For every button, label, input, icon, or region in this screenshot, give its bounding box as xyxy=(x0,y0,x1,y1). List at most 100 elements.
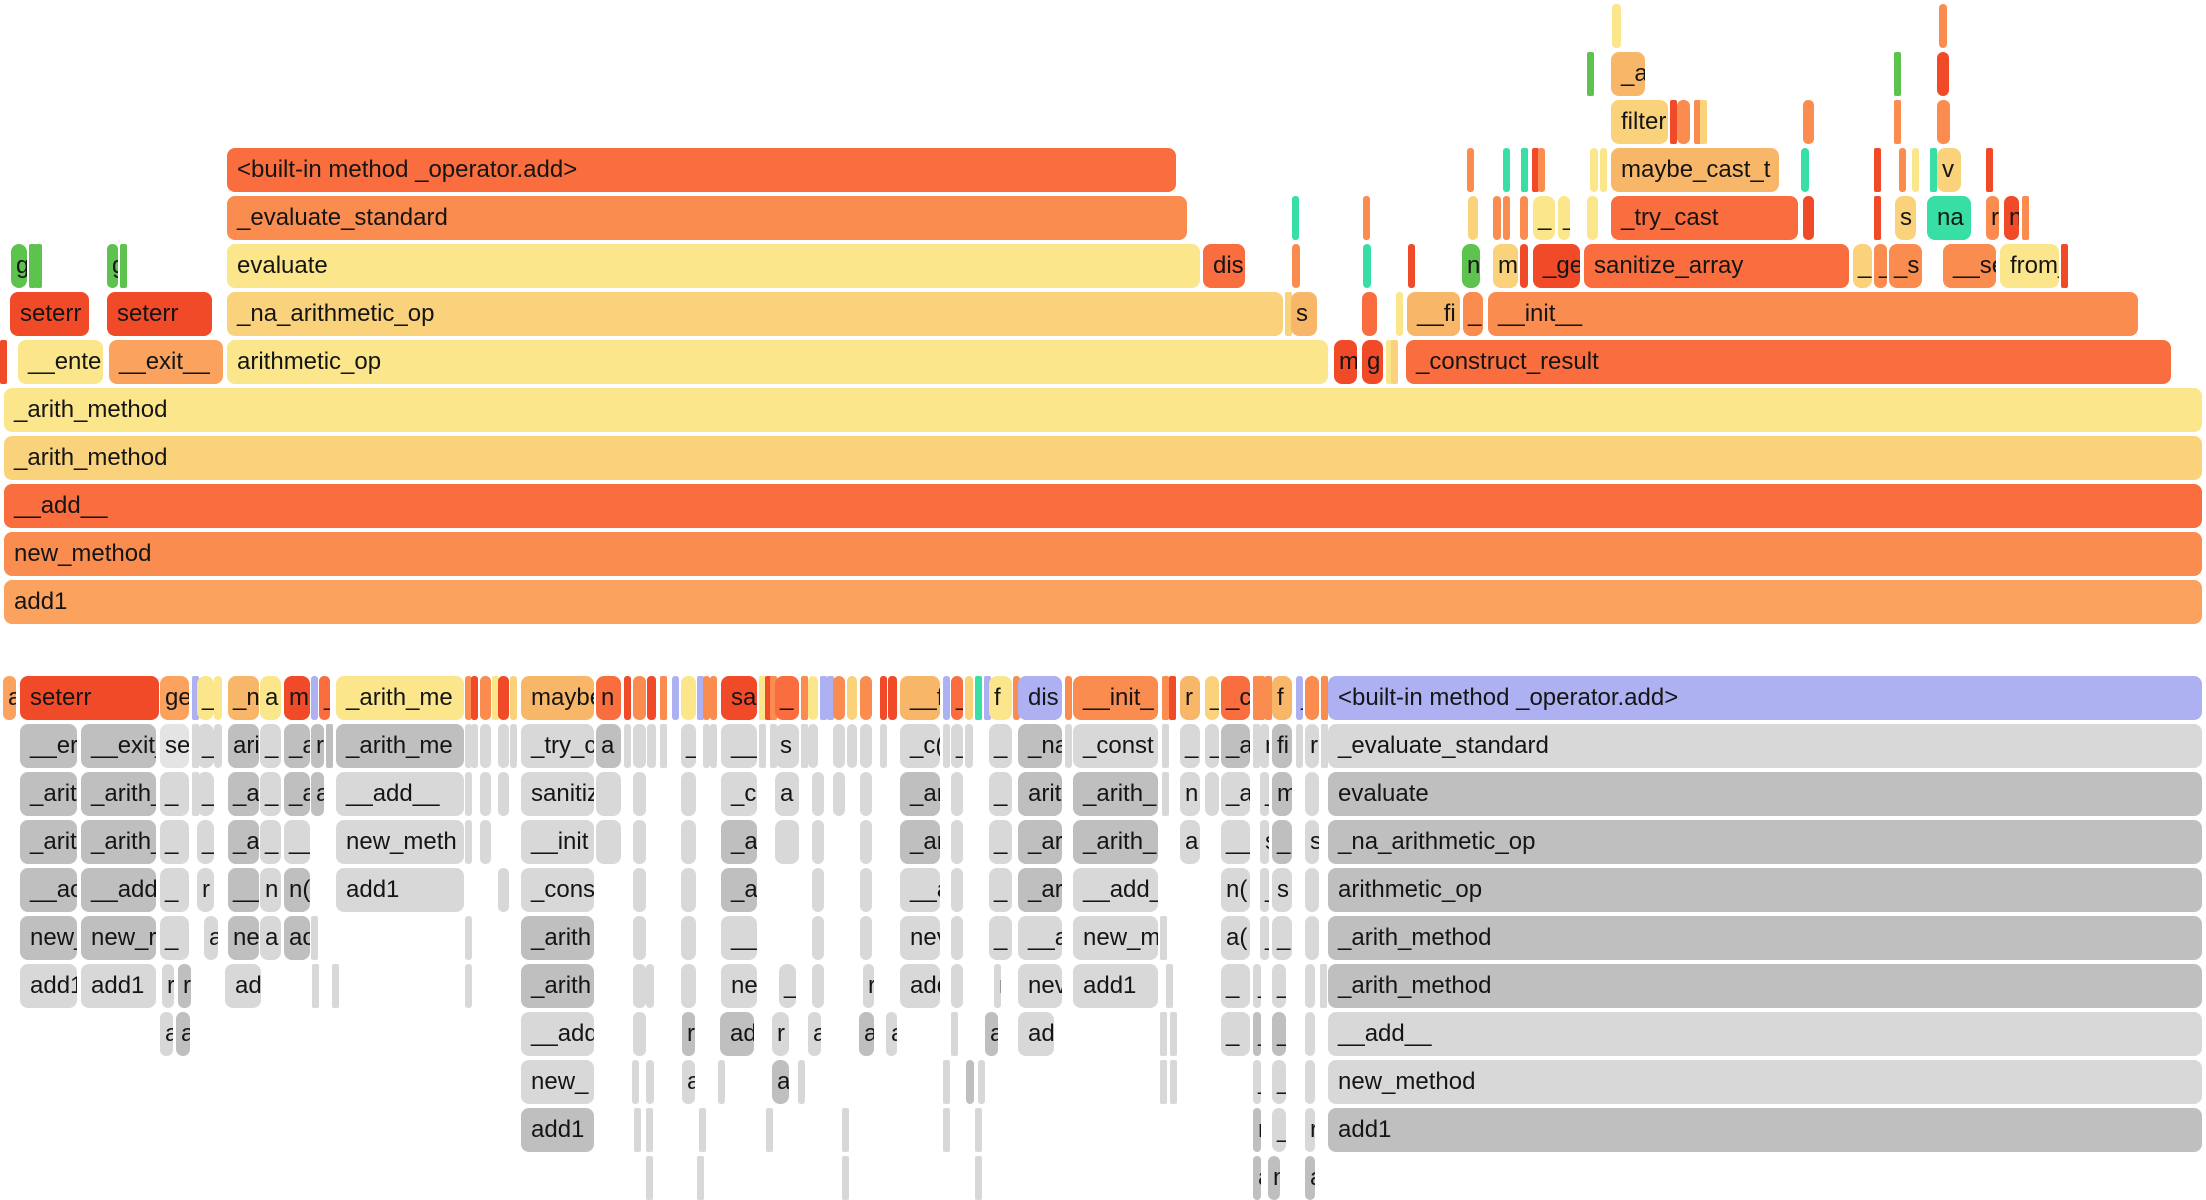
frame-ac[interactable]: ac xyxy=(284,916,310,960)
frame-sliver[interactable] xyxy=(498,676,509,720)
frame-sliver[interactable] xyxy=(943,1108,950,1152)
frame-sliver[interactable] xyxy=(660,676,667,720)
frame-sliver[interactable] xyxy=(1305,964,1315,1008)
frame-sliver[interactable] xyxy=(465,964,472,1008)
frame-sliver[interactable] xyxy=(681,820,696,864)
frame-arith[interactable]: _arith_ xyxy=(1073,820,1158,864)
frame-new-meth[interactable]: new_meth xyxy=(336,820,464,864)
frame-ar[interactable]: _ar xyxy=(1018,868,1062,912)
frame-sliver[interactable] xyxy=(465,676,472,720)
frame-sliver[interactable] xyxy=(808,724,818,768)
frame-sliver[interactable] xyxy=(943,1060,950,1104)
frame-a[interactable]: a xyxy=(1253,1156,1261,1200)
frame-sliver[interactable] xyxy=(1253,724,1260,768)
frame-sliver[interactable] xyxy=(1874,148,1881,192)
frame-na-arithmetic-op[interactable]: _na_arithmetic_op xyxy=(227,292,1283,336)
frame-[interactable]: _ xyxy=(197,676,214,720)
frame-[interactable]: _ xyxy=(1533,196,1555,240)
frame-[interactable]: _ xyxy=(160,820,189,864)
frame-[interactable]: _ xyxy=(197,772,214,816)
frame-sliver[interactable] xyxy=(1939,4,1947,48)
frame-seterr[interactable]: seterr xyxy=(20,676,159,720)
frame-sliver[interactable] xyxy=(1170,1012,1177,1056)
frame-sliver[interactable] xyxy=(192,676,199,720)
frame-arith-method[interactable]: _arith_method xyxy=(4,388,2202,432)
frame-[interactable]: _ xyxy=(1221,1012,1250,1056)
frame-s[interactable]: s xyxy=(1291,292,1317,336)
frame-sliver[interactable] xyxy=(1162,676,1169,720)
frame-sliver[interactable] xyxy=(759,724,766,768)
frame-sliver[interactable] xyxy=(498,868,509,912)
frame-add[interactable]: __add xyxy=(81,868,156,912)
frame-r[interactable]: r xyxy=(1305,1108,1315,1152)
frame-[interactable]: _ xyxy=(989,820,1012,864)
frame-m[interactable]: m xyxy=(284,676,310,720)
frame-sliver[interactable] xyxy=(1160,1012,1167,1056)
frame-cons[interactable]: _cons xyxy=(521,868,594,912)
frame-ar[interactable]: _ar xyxy=(1018,820,1062,864)
frame-from[interactable]: from_ xyxy=(2000,244,2059,288)
frame-a[interactable]: a xyxy=(176,1012,190,1056)
frame-sliver[interactable] xyxy=(633,820,646,864)
frame-sliver[interactable] xyxy=(1321,676,1328,720)
frame-[interactable]: _ xyxy=(1253,964,1261,1008)
frame-n[interactable]: n xyxy=(994,964,1001,1008)
frame-add1[interactable]: add1 xyxy=(4,580,2202,624)
frame-[interactable]: _ xyxy=(260,724,281,768)
frame-sliver[interactable] xyxy=(860,772,872,816)
frame-sliver[interactable] xyxy=(951,1012,958,1056)
frame-new[interactable]: new_ xyxy=(521,1060,594,1104)
frame-sliver[interactable] xyxy=(1162,724,1169,768)
frame-sliver[interactable] xyxy=(1912,148,1919,192)
frame-s[interactable]: _s xyxy=(1889,244,1922,288)
frame-r[interactable]: r xyxy=(1986,196,1999,240)
frame-sliver[interactable] xyxy=(1587,196,1598,240)
frame-arith[interactable]: _arith xyxy=(521,916,594,960)
frame-[interactable]: _ xyxy=(1272,1108,1286,1152)
frame-sliver[interactable] xyxy=(326,724,333,768)
frame-a[interactable]: a xyxy=(808,1012,821,1056)
frame-a[interactable]: a xyxy=(596,724,621,768)
frame-sliver[interactable] xyxy=(798,1060,805,1104)
frame-sliver[interactable] xyxy=(465,772,472,816)
frame-sliver[interactable] xyxy=(951,772,963,816)
frame-a[interactable]: __a xyxy=(1018,916,1062,960)
frame-sliver[interactable] xyxy=(632,1060,639,1104)
frame-arit[interactable]: _arit xyxy=(20,772,77,816)
frame-sliver[interactable] xyxy=(1493,196,1501,240)
frame-a[interactable]: _a xyxy=(284,724,310,768)
frame-sliver[interactable] xyxy=(646,1108,653,1152)
frame-[interactable]: _ xyxy=(779,964,796,1008)
frame-sliver[interactable] xyxy=(718,1060,725,1104)
frame-sliver[interactable] xyxy=(1503,196,1510,240)
frame-sliver[interactable] xyxy=(1538,148,1545,192)
frame-sliver[interactable] xyxy=(633,868,646,912)
frame-sliver[interactable] xyxy=(660,724,667,768)
frame-sliver[interactable] xyxy=(480,676,491,720)
frame-sliver[interactable] xyxy=(1160,1060,1167,1104)
frame-sliver[interactable] xyxy=(699,1108,706,1152)
frame-sliver[interactable] xyxy=(1874,196,1881,240)
frame-sliver[interactable] xyxy=(681,868,696,912)
frame-sliver[interactable] xyxy=(975,1156,982,1200)
frame-n[interactable]: n xyxy=(260,868,281,912)
frame-add1[interactable]: add1 xyxy=(336,868,464,912)
frame-sliver[interactable] xyxy=(624,724,631,768)
frame-sliver[interactable] xyxy=(1169,676,1176,720)
frame-[interactable]: _ xyxy=(1180,724,1200,768)
frame-f[interactable]: f xyxy=(989,676,1012,720)
frame-se[interactable]: __se xyxy=(1943,244,1996,288)
frame-sliver[interactable] xyxy=(681,964,696,1008)
frame-ar[interactable]: _ar xyxy=(900,772,940,816)
frame-sliver[interactable] xyxy=(697,1156,704,1200)
frame-sliver[interactable] xyxy=(951,964,963,1008)
frame-[interactable]: _ xyxy=(1221,964,1250,1008)
frame-ne[interactable]: ne xyxy=(228,916,259,960)
frame-c[interactable]: _c xyxy=(1221,676,1250,720)
frame-arith[interactable]: _arith xyxy=(521,964,594,1008)
frame-sliver[interactable] xyxy=(1986,148,1993,192)
frame-c[interactable]: _c xyxy=(721,772,757,816)
frame-[interactable]: _ xyxy=(1253,1060,1261,1104)
frame-sliver[interactable] xyxy=(860,820,872,864)
